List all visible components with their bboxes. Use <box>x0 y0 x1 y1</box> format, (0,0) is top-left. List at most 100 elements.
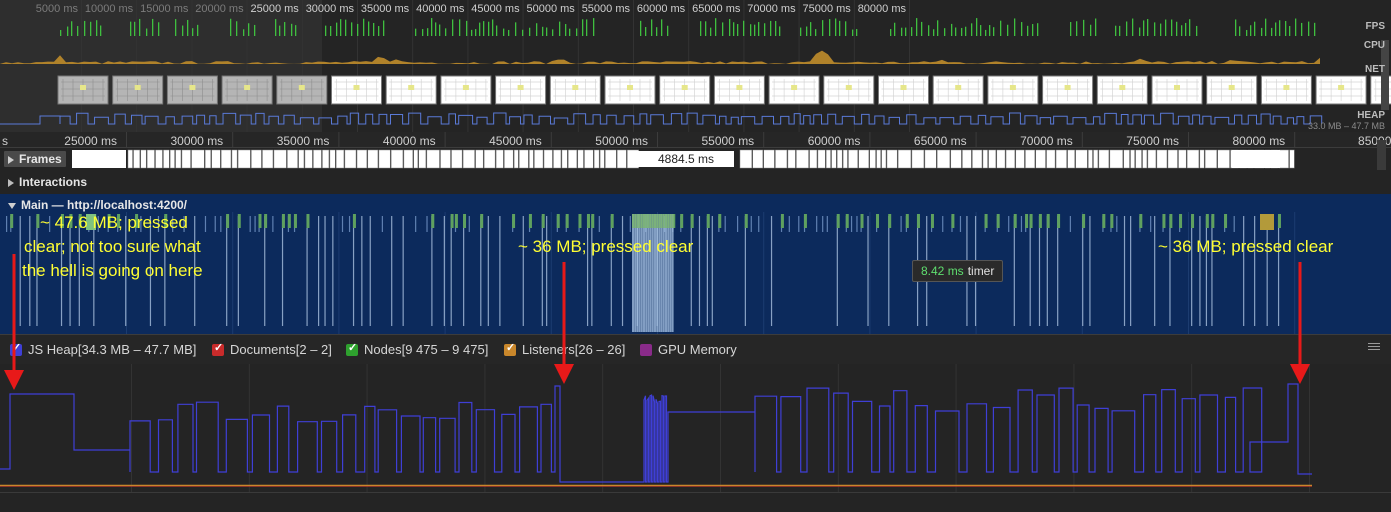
ruler-tick-label: 55000 ms <box>701 134 754 148</box>
fps-bar <box>976 18 978 36</box>
overview-scroll-thumb <box>1381 40 1389 110</box>
fps-bar <box>197 24 199 36</box>
fps-bar <box>1083 19 1085 36</box>
frame-block <box>1075 149 1088 169</box>
fps-bar <box>1014 18 1016 36</box>
fps-bar <box>1147 19 1149 36</box>
menu-icon[interactable] <box>1368 341 1380 353</box>
heap-label: HEAP <box>1357 110 1385 121</box>
task-bar <box>867 216 869 326</box>
main-thread-track[interactable] <box>0 194 1391 334</box>
frame-block <box>848 149 858 169</box>
fps-bar <box>989 25 991 36</box>
fps-bar <box>661 19 663 36</box>
task-bar <box>1130 216 1132 326</box>
ruler-tick-label: 80000 ms <box>1232 134 1285 148</box>
task-bar <box>1243 216 1245 326</box>
fps-bar <box>1271 27 1273 36</box>
js-heap-label: JS Heap[34.3 MB – 47.7 MB] <box>28 342 197 357</box>
task-bar <box>1254 216 1256 326</box>
screenshot-thumbnail <box>1042 75 1094 105</box>
fps-bar <box>965 26 967 36</box>
checkbox-icon: ✓ <box>346 342 358 356</box>
fps-bar <box>158 22 160 36</box>
task-bar <box>724 216 726 232</box>
task-bar <box>632 214 634 228</box>
task-bar <box>629 216 631 232</box>
interactions-label: Interactions <box>19 175 88 189</box>
frames-toggle[interactable]: Frames <box>4 151 66 167</box>
frame-block <box>1186 149 1200 169</box>
documents-toggle[interactable]: ✓ Documents[2 – 2] <box>212 342 332 357</box>
task-bar <box>306 216 308 326</box>
overview-tick-label: 65000 ms <box>692 3 741 15</box>
task-bar <box>665 214 667 228</box>
task-bar <box>662 214 665 228</box>
task-bar <box>528 214 532 228</box>
listeners-label: Listeners[26 – 26] <box>522 342 626 357</box>
interactions-toggle[interactable]: Interactions <box>8 175 87 189</box>
task-bar <box>1191 216 1193 326</box>
fps-bar <box>1235 19 1237 36</box>
counter-graph[interactable] <box>0 364 1391 512</box>
overview-tick-label: 80000 ms <box>858 3 907 15</box>
vertical-scrollbar[interactable] <box>1377 140 1386 170</box>
fps-bar <box>431 18 433 36</box>
main-thread-toggle[interactable]: Main — http://localhost:4200/ <box>8 198 187 212</box>
task-bar <box>850 216 853 232</box>
fps-bar <box>729 18 731 36</box>
frame-block <box>1035 149 1046 169</box>
nodes-toggle[interactable]: ✓ Nodes[9 475 – 9 475] <box>346 342 488 357</box>
task-bar <box>194 216 196 326</box>
fps-bar <box>488 21 490 36</box>
frame-block <box>1055 149 1067 169</box>
frame-block <box>627 149 639 169</box>
fps-bar <box>1160 23 1162 36</box>
fps-bar <box>955 27 957 36</box>
task-bar <box>237 214 241 228</box>
task-bar <box>660 214 663 332</box>
frame-block <box>356 149 368 169</box>
fps-bar <box>230 18 232 36</box>
task-bar <box>1069 216 1071 232</box>
js-heap-toggle[interactable]: ✓ JS Heap[34.3 MB – 47.7 MB] <box>10 342 196 357</box>
task-bar <box>634 214 637 228</box>
frame-block <box>962 149 972 169</box>
fps-bar <box>1021 22 1023 36</box>
fps-bar <box>60 29 62 36</box>
fps-bar <box>291 23 293 36</box>
screenshot-thumbnail <box>659 75 711 105</box>
frame-block <box>809 149 818 169</box>
overview-tick-label: 5000 ms <box>36 3 79 15</box>
frame-block <box>390 149 404 169</box>
screenshot-thumbnail <box>987 75 1039 105</box>
timeline-overview[interactable]: 5000 ms 10000 ms 15000 ms 20000 ms 25000 ms 3… <box>0 0 1391 132</box>
frames-track[interactable] <box>72 149 1372 169</box>
task-bar <box>220 216 222 232</box>
overview-tick-label: 50000 ms <box>526 3 575 15</box>
main-thread-flamechart[interactable] <box>0 212 1391 334</box>
listeners-toggle[interactable]: ✓ Listeners[26 – 26] <box>504 342 625 357</box>
fps-bar <box>330 26 332 36</box>
fps-bar <box>582 19 584 36</box>
task-bar <box>512 214 516 228</box>
frame-block <box>127 149 133 169</box>
task-bar <box>1191 214 1195 228</box>
task-bar <box>706 216 708 326</box>
fps-bar <box>340 19 342 36</box>
long-frame-duration[interactable]: 4884.5 ms <box>638 151 734 167</box>
task-bar <box>306 214 310 228</box>
fps-bar <box>993 27 995 36</box>
task-bar <box>888 216 890 326</box>
task-bar <box>97 216 99 232</box>
fps-bar <box>1070 22 1072 36</box>
fps-bar <box>559 21 561 36</box>
fps-bar <box>894 22 896 36</box>
frame-block <box>155 149 163 169</box>
fps-bar <box>775 20 777 36</box>
frame-block <box>1067 149 1075 169</box>
task-bar <box>287 214 291 228</box>
task-bar <box>1211 216 1213 326</box>
frame-block <box>826 149 831 169</box>
gpu-memory-toggle[interactable]: GPU Memory <box>640 342 737 357</box>
